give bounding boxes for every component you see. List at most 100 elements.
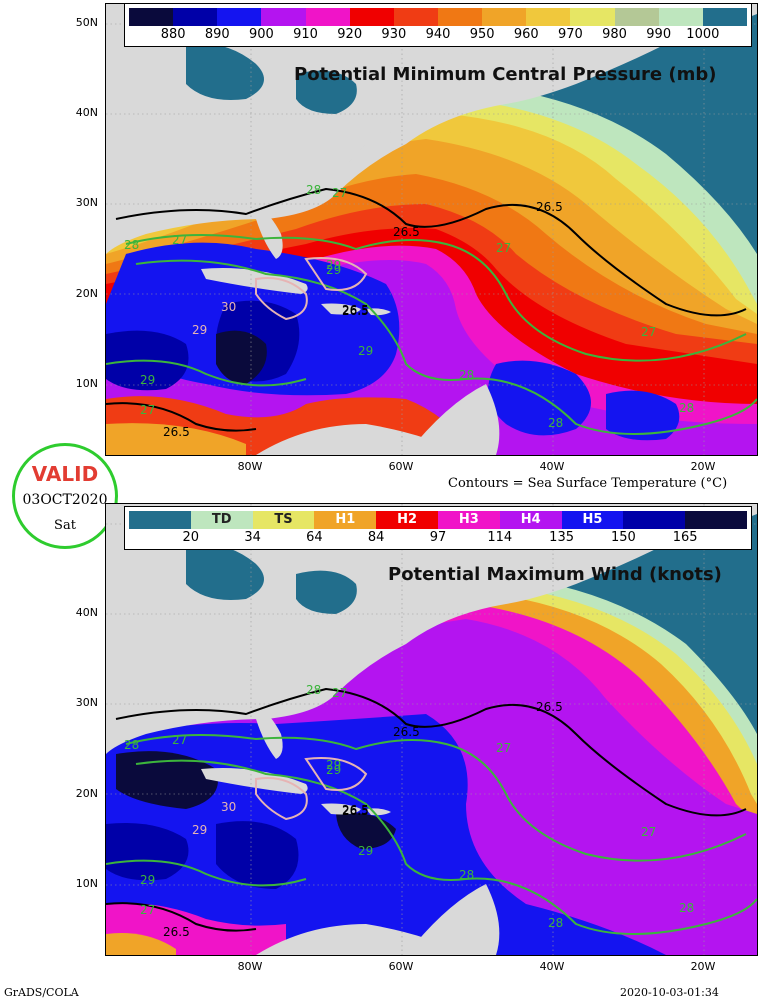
colorbar-label: 135	[549, 530, 574, 545]
sst-label: 28	[306, 683, 321, 697]
sst-label: 27	[641, 325, 656, 339]
colorbar-swatches	[129, 8, 747, 26]
lat-label: 20N	[75, 287, 98, 300]
colorbar-swatch: H4	[499, 511, 562, 529]
sst-label: 27	[172, 233, 187, 247]
sst-label: 26.5	[536, 200, 563, 214]
sst-label: 26.5	[342, 304, 369, 318]
colorbar-swatch	[658, 8, 703, 26]
valid-date-badge: VALID 03OCT2020 Sat	[12, 443, 118, 549]
colorbar-swatch	[261, 8, 306, 26]
lon-label: 20W	[690, 460, 716, 473]
pressure-map: 28 27 27 28 29 30 29 29 27 26.5 26.5 26.…	[106, 4, 757, 455]
lat-label: 10N	[75, 377, 98, 390]
lat-label: 40N	[75, 606, 98, 619]
lon-label: 80W	[237, 460, 263, 473]
sst-label: 27	[496, 241, 511, 255]
colorbar-swatch	[526, 8, 571, 26]
lat-label: 40N	[75, 106, 98, 119]
colorbar-label: 64	[306, 530, 323, 545]
sst-label: 28	[679, 401, 694, 415]
sst-label: 30	[221, 300, 236, 314]
sst-label: 28	[306, 183, 321, 197]
sst-label: 29	[358, 844, 373, 858]
sst-label: 26.5	[163, 425, 190, 439]
panel-title: Potential Minimum Central Pressure (mb)	[294, 64, 717, 85]
colorbar-label: 950	[469, 27, 495, 42]
colorbar-label: 980	[602, 27, 627, 42]
sst-label: 27	[332, 686, 347, 700]
pressure-colorbar: 880 890 900 910 920 930 940 950 960 970 980 990 1000	[124, 3, 752, 47]
sst-label: 28	[548, 416, 563, 430]
sst-label: 27	[332, 186, 347, 200]
colorbar-label: 97	[429, 530, 447, 545]
sst-label: 28	[459, 368, 474, 382]
sst-label: 27	[172, 733, 187, 747]
colorbar-labels: 880 890 900 910 920 930 940 950 960 970 980 990 1000	[129, 27, 747, 43]
colorbar-labels: 20 34 64 84 97 114 135 150 165	[129, 530, 747, 546]
colorbar-swatch: H5	[561, 511, 624, 529]
valid-day: Sat	[54, 518, 76, 533]
sst-label: 29	[326, 758, 341, 772]
colorbar-swatch	[614, 8, 659, 26]
colorbar-swatch	[217, 8, 262, 26]
colorbar-label: 20	[182, 530, 200, 545]
footer-credit: GrADS/COLA	[4, 986, 79, 999]
colorbar-label: 990	[646, 27, 672, 42]
sst-label: 29	[192, 323, 207, 337]
colorbar-swatch	[437, 8, 483, 26]
sst-label: 28	[459, 868, 474, 882]
sst-label: 26.5	[342, 803, 369, 817]
colorbar-swatch	[623, 511, 686, 529]
sst-label: 27	[140, 403, 155, 417]
colorbar-label: 900	[249, 27, 274, 42]
pressure-map-panel: 28 27 27 28 29 30 29 29 27 26.5 26.5 26.…	[105, 3, 758, 456]
colorbar-label: 165	[672, 530, 698, 545]
lon-label: 80W	[237, 960, 263, 973]
colorbar-swatch	[305, 8, 350, 26]
colorbar-swatch	[570, 8, 615, 26]
lat-label: 20N	[75, 787, 98, 800]
colorbar-swatch	[482, 8, 527, 26]
colorbar-swatch: H3	[437, 511, 500, 529]
lat-label: 50N	[75, 16, 98, 29]
lat-label: 30N	[75, 196, 98, 209]
sst-label: 29	[326, 263, 341, 277]
colorbar-swatch	[702, 8, 747, 26]
colorbar-swatch	[173, 8, 218, 26]
sst-label: 26.5	[163, 925, 190, 939]
sst-label: 26.5	[536, 700, 563, 714]
sst-label: 29	[326, 763, 341, 777]
colorbar-label: 960	[513, 27, 539, 42]
sst-label: 28	[679, 901, 694, 915]
valid-label: VALID	[31, 462, 99, 486]
colorbar-swatch	[393, 8, 438, 26]
lon-label: 40W	[539, 460, 565, 473]
colorbar-label: 970	[558, 27, 583, 42]
lat-label: 30N	[75, 696, 98, 709]
lat-label: 10N	[75, 877, 98, 890]
sst-label: 27	[496, 741, 511, 755]
colorbar-swatch	[685, 511, 747, 529]
colorbar-label: 920	[337, 27, 363, 42]
sst-label: 26.5	[342, 303, 369, 317]
footer-timestamp: 2020-10-03-01:34	[620, 986, 719, 999]
colorbar-swatch	[129, 511, 191, 529]
colorbar-label: 34	[244, 530, 261, 545]
contour-caption: Contours = Sea Surface Temperature (°C)	[448, 476, 728, 491]
sst-label: 29	[192, 823, 207, 837]
lon-label: 40W	[539, 960, 565, 973]
colorbar-swatches: TD TS H1 H2 H3 H4 H5	[129, 511, 747, 529]
sst-label: 30	[221, 800, 236, 814]
lon-label: 20W	[690, 960, 716, 973]
panel-title: Potential Maximum Wind (knots)	[388, 564, 722, 585]
valid-date: 03OCT2020	[22, 492, 108, 508]
colorbar-label: 1000	[686, 27, 720, 42]
colorbar-label: 890	[204, 27, 230, 42]
colorbar-swatch: TS	[252, 511, 315, 529]
colorbar-swatch: H2	[376, 511, 438, 529]
colorbar-label: 940	[425, 27, 451, 42]
colorbar-label: 114	[487, 530, 513, 545]
colorbar-swatch: TD	[190, 511, 253, 529]
colorbar-swatch: H1	[314, 511, 377, 529]
